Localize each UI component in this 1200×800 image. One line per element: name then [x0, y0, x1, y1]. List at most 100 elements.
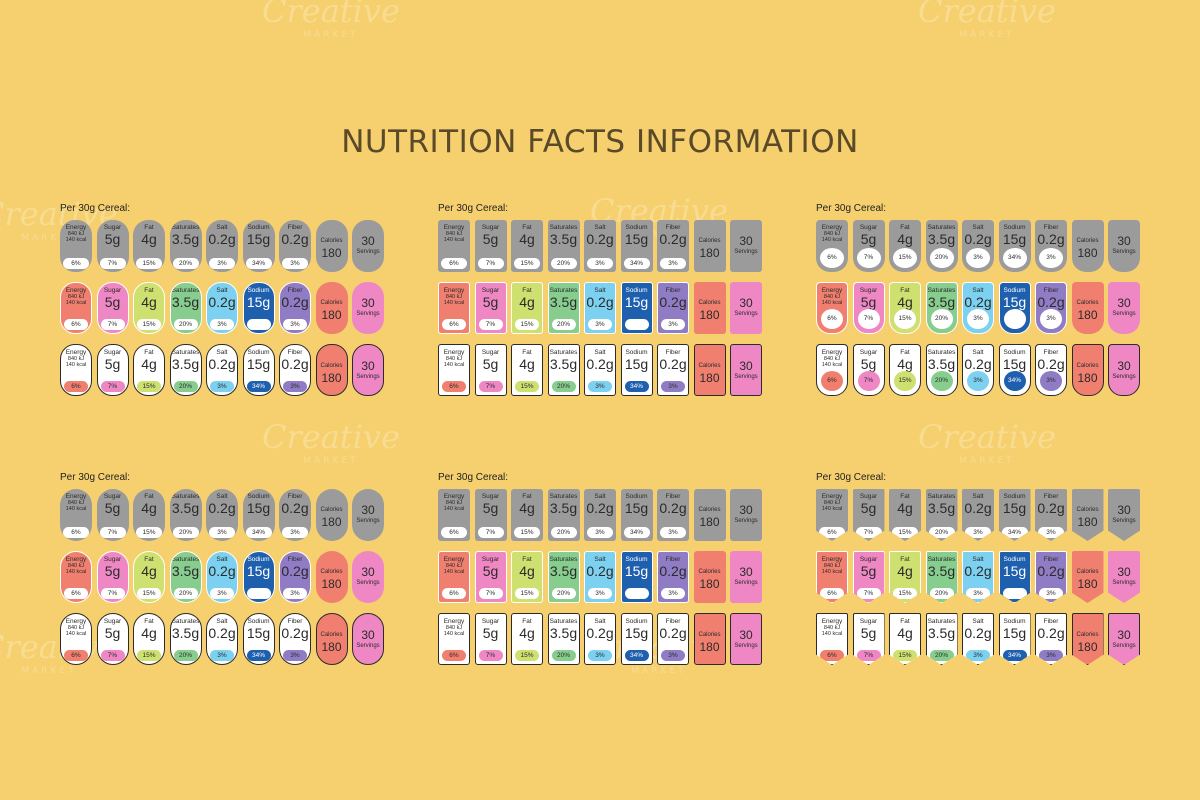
percent-value: 3% [588, 650, 612, 661]
percent-value: 20% [550, 527, 577, 538]
nutrient-name: Saturates [927, 493, 956, 500]
percent-value: 15% [515, 650, 539, 661]
percent-value: 34% [624, 588, 649, 599]
servings-name: Servings [734, 311, 758, 317]
fat-label: Fat 4g 15% [511, 282, 543, 334]
nutrient-value: 4g [519, 294, 535, 310]
nutrient-name: Salt [972, 224, 984, 231]
nutrient-name: Fat [522, 493, 532, 500]
nutrient-name: Energy [443, 618, 465, 625]
saturates-label: Saturates 3.5g 20% [169, 220, 202, 272]
sugar-label: Sugar 5g 7% [852, 344, 885, 396]
percent-value: 20% [551, 588, 576, 599]
label-row-color: Energy 840 kJ 140 kcal 6% Sugar 5g 7% Fat 4g 15% S… [816, 551, 1156, 603]
nutrient-value: 3.5g [927, 231, 956, 247]
percent-value: 3% [967, 309, 989, 329]
salt-label: Salt 0.2g 3% [584, 551, 616, 603]
calories-value: 180 [1077, 246, 1098, 260]
nutrient-name: Salt [594, 287, 606, 294]
calories-label: Calories 180 [315, 282, 348, 334]
energy-kcal: 140 kcal [65, 362, 87, 368]
energy-label: Energy 840 kJ 140 kcal 6% [438, 282, 470, 334]
nutrient-value: 0.2g [964, 563, 992, 579]
percent-value: 20% [173, 650, 198, 661]
sugar-label: Sugar 5g 7% [474, 613, 507, 665]
saturates-label: Saturates 3.5g 20% [169, 489, 202, 541]
sugar-label: Sugar 5g 7% [96, 613, 129, 665]
sodium-label: Sodium 15g 34% [242, 220, 275, 272]
fat-label: Fat 4g 15% [133, 220, 165, 272]
percent-value: 20% [929, 650, 954, 661]
nutrient-value: 3.5g [927, 563, 956, 579]
percent-value: 20% [173, 588, 198, 599]
percent-value: 7% [857, 309, 880, 329]
nutrient-name: Fat [900, 493, 910, 500]
nutrient-name: Sodium [247, 618, 270, 625]
fat-label: Fat 4g 15% [889, 613, 921, 665]
energy-kj: 840 kJ [67, 356, 85, 362]
nutrient-name: Sugar [481, 349, 500, 356]
nutrient-value: 0.2g [659, 563, 687, 579]
nutrient-value: 5g [482, 625, 499, 641]
servings-value: 30 [361, 359, 375, 373]
percent-value: 7% [478, 650, 503, 661]
fat-label: Fat 4g 15% [889, 344, 921, 396]
nutrient-name: Sodium [247, 556, 270, 563]
nutrient-name: Sodium [625, 493, 648, 500]
nutrient-value: 4g [519, 563, 535, 579]
label-row-color: Energy 840 kJ 140 kcal 6% Sugar 5g 7% Fat 4g 15% S… [60, 282, 400, 334]
servings-label: 30 Servings [352, 613, 384, 665]
nutrient-name: Sugar [859, 349, 878, 356]
calories-name: Calories [320, 569, 343, 575]
nutrient-name: Salt [216, 493, 228, 500]
percent-value: 6% [442, 588, 466, 599]
nutrient-value: 0.2g [281, 563, 309, 579]
nutrient-value: 0.2g [1037, 356, 1065, 372]
energy-kcal: 140 kcal [65, 506, 87, 512]
percent-value: 3% [966, 650, 990, 661]
energy-label: Energy 840 kJ 140 kcal 6% [438, 489, 470, 541]
calories-name: Calories [698, 238, 721, 244]
servings-label: 30 Servings [730, 282, 762, 334]
percent-value: 20% [928, 527, 955, 538]
nutrient-value: 15g [246, 563, 271, 579]
fiber-label: Fiber 0.2g 3% [657, 613, 689, 665]
percent-value: 7% [477, 527, 504, 538]
nutrient-name: Fiber [665, 349, 681, 356]
nutrient-value: 0.2g [281, 294, 309, 310]
nutrient-name: Fat [900, 349, 910, 356]
nutrient-name: Salt [594, 349, 606, 356]
servings-name: Servings [356, 249, 380, 255]
nutrient-name: Saturates [171, 618, 200, 625]
sugar-label: Sugar 5g 7% [96, 344, 129, 396]
energy-kj: 840 kJ [823, 500, 841, 506]
servings-value: 30 [361, 503, 375, 517]
nutrient-value: 3.5g [549, 231, 578, 247]
percent-value: 7% [478, 588, 503, 599]
percent-value: 3% [965, 527, 991, 538]
sugar-label: Sugar 5g 7% [852, 282, 885, 334]
nutrient-value: 0.2g [659, 231, 687, 247]
nutrient-value: 0.2g [208, 625, 236, 641]
fat-label: Fat 4g 15% [889, 282, 921, 334]
percent-value: 3% [587, 527, 613, 538]
servings-label: 30 Servings [352, 220, 384, 272]
servings-label: 30 Servings [352, 551, 384, 603]
label-row-gray: Energy 840 kJ 140 kcal 6% Sugar 5g 7% Fat 4g 15% S… [816, 489, 1156, 541]
percent-value: 3% [661, 588, 685, 599]
nutrient-name: Salt [216, 349, 228, 356]
nutrient-name: Saturates [549, 349, 578, 356]
saturates-label: Saturates 3.5g 20% [169, 551, 202, 603]
nutrient-name: Fiber [287, 493, 303, 500]
saturates-label: Saturates 3.5g 20% [925, 220, 958, 272]
energy-kj: 840 kJ [823, 231, 841, 237]
salt-label: Salt 0.2g 3% [962, 613, 994, 665]
nutrient-value: 3.5g [171, 625, 200, 641]
nutrient-name: Salt [972, 556, 984, 563]
nutrient-name: Fiber [665, 618, 681, 625]
servings-value: 30 [739, 296, 753, 310]
calories-value: 180 [321, 577, 342, 591]
servings-value: 30 [739, 359, 753, 373]
percent-value: 7% [99, 527, 126, 538]
nutrient-value: 4g [897, 231, 913, 247]
